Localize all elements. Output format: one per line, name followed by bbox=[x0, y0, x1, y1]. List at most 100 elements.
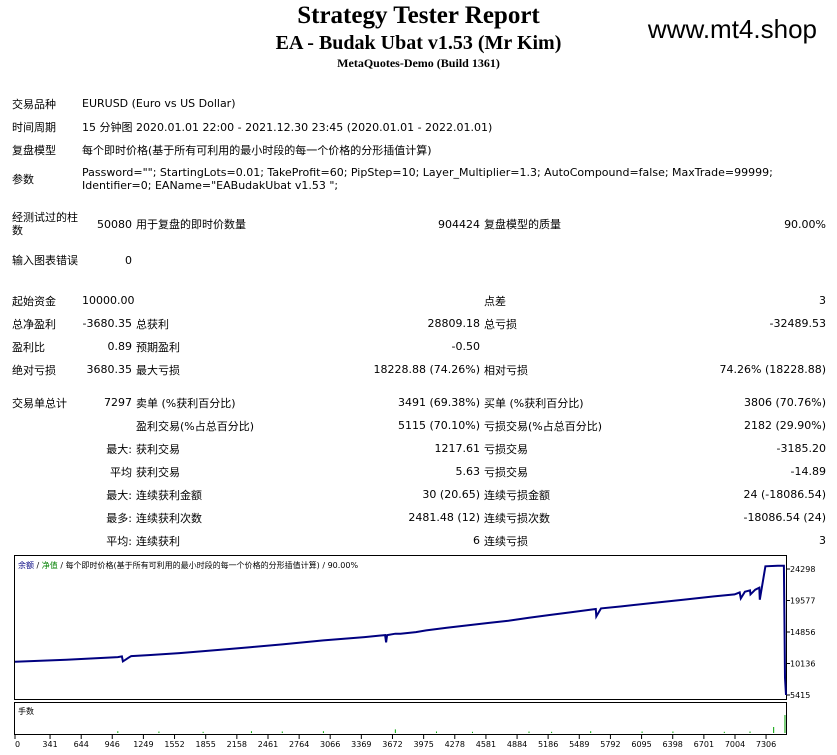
x-tick-label: 3066 bbox=[320, 740, 340, 749]
pf-row: 盈利比 0.89 预期盈利 -0.50 bbox=[10, 335, 828, 358]
y-tick-label: 5415 bbox=[790, 691, 810, 700]
ticks-value: 904424 bbox=[438, 217, 480, 231]
site-watermark[interactable]: www.mt4.shop bbox=[647, 14, 817, 44]
trade-detail-label-2: 连续亏损次数 bbox=[484, 511, 550, 525]
report-title: Strategy Tester Report bbox=[297, 2, 540, 29]
net-value: -3680.35 bbox=[82, 317, 132, 330]
trade-detail-value-1: 6 bbox=[473, 534, 480, 547]
model-label: 复盘模型 bbox=[12, 143, 56, 157]
caption-equity: 净值 bbox=[42, 560, 58, 570]
trade-detail-prefix: 最大: bbox=[106, 488, 132, 502]
trade-detail-label-2: 亏损交易 bbox=[484, 465, 528, 479]
x-tick-label: 6095 bbox=[631, 740, 651, 749]
caption-rest: / 每个即时价格(基于所有可利用的最小时段的每一个价格的分形插值计算) / 90… bbox=[58, 560, 359, 570]
trade-detail-label-1: 获利交易 bbox=[136, 465, 180, 479]
trade-detail-value-1: 30 (20.65) bbox=[422, 488, 480, 501]
trade-detail-label-1: 获利交易 bbox=[136, 442, 180, 456]
trade-detail-row: 最多: 连续获利次数 2481.48 (12) 连续亏损次数 -18086.54… bbox=[10, 506, 828, 529]
x-tick-label: 6701 bbox=[694, 740, 714, 749]
chart-plot-border bbox=[14, 555, 787, 700]
x-tick-label: 2158 bbox=[227, 740, 247, 749]
net-label: 总净盈利 bbox=[12, 317, 56, 331]
trade-detail-value-2: 3 bbox=[819, 534, 827, 547]
y-tick-label: 10136 bbox=[790, 660, 815, 669]
trades-total-label: 交易单总计 bbox=[12, 396, 67, 410]
params-value: Password=""; StartingLots=0.01; TakeProf… bbox=[80, 161, 828, 197]
volume-panel-border bbox=[14, 702, 787, 735]
x-tick-label: 7306 bbox=[756, 740, 776, 749]
volume-label: 手数 bbox=[18, 706, 34, 716]
x-tick-label: 5489 bbox=[569, 740, 589, 749]
win-label: 盈利交易(%占总百分比) bbox=[136, 419, 255, 433]
payoff-value: -0.50 bbox=[451, 340, 480, 353]
errors-value: 0 bbox=[125, 253, 132, 267]
trades-total-value: 7297 bbox=[104, 396, 132, 409]
spread-value: 3 bbox=[819, 294, 827, 307]
deposit-row: 起始资金 10000.00 点差 3 bbox=[10, 289, 828, 312]
gross-profit-label: 总获利 bbox=[136, 317, 169, 331]
trade-detail-row: 平均: 连续获利 6 连续亏损 3 bbox=[10, 529, 828, 552]
quality-label: 复盘模型的质量 bbox=[484, 218, 561, 231]
symbol-value: EURUSD (Euro vs US Dollar) bbox=[82, 97, 236, 110]
report-build: MetaQuotes-Demo (Build 1361) bbox=[337, 56, 500, 70]
gross-loss-value: -32489.53 bbox=[769, 317, 827, 330]
x-tick-label: 2764 bbox=[289, 740, 309, 749]
period-label: 时间周期 bbox=[12, 120, 56, 134]
trade-detail-value-1: 2481.48 (12) bbox=[408, 511, 480, 524]
max-dd-label: 最大亏损 bbox=[136, 363, 180, 377]
x-tick-label: 1855 bbox=[196, 740, 216, 749]
deposit-label: 起始资金 bbox=[12, 294, 56, 308]
short-value: 3491 (69.38%) bbox=[397, 396, 480, 409]
bars-row: 经测试过的柱数 50080 用于复盘的即时价数量 904424 复盘模型的质量 … bbox=[10, 207, 828, 241]
win-loss-row: 盈利交易(%占总百分比) 5115 (70.10%) 亏损交易(%占总百分比) … bbox=[10, 414, 828, 437]
x-tick-label: 1552 bbox=[164, 740, 184, 749]
params-line-1: Password=""; StartingLots=0.01; TakeProf… bbox=[82, 166, 773, 179]
trades-total-row: 交易单总计 7297 卖单 (%获利百分比) 3491 (69.38%) 买单 … bbox=[10, 391, 828, 414]
report-subtitle: EA - Budak Ubat v1.53 (Mr Kim) bbox=[275, 32, 562, 54]
rel-dd-label: 相对亏损 bbox=[484, 363, 528, 377]
bars-value: 50080 bbox=[97, 217, 132, 231]
x-tick-label: 6398 bbox=[663, 740, 683, 749]
trade-detail-prefix: 最大: bbox=[106, 442, 132, 456]
trade-detail-label-2: 连续亏损金额 bbox=[484, 488, 550, 502]
symbol-label: 交易品种 bbox=[12, 97, 56, 111]
x-tick-label: 1249 bbox=[133, 740, 153, 749]
x-tick-label: 2461 bbox=[258, 740, 278, 749]
y-tick-label: 14856 bbox=[790, 628, 815, 637]
x-tick-label: 3369 bbox=[351, 740, 371, 749]
trade-detail-prefix: 平均 bbox=[110, 465, 132, 479]
long-value: 3806 (70.76%) bbox=[743, 396, 827, 409]
x-tick-label: 5792 bbox=[600, 740, 620, 749]
chart-caption: 余额 / 净值 / 每个即时价格(基于所有可利用的最小时段的每一个价格的分形插值… bbox=[18, 560, 358, 570]
payoff-label: 预期盈利 bbox=[136, 340, 180, 354]
balance-chart: 余额 / 净值 / 每个即时价格(基于所有可利用的最小时段的每一个价格的分形插值… bbox=[14, 555, 815, 749]
trade-detail-value-2: -3185.20 bbox=[776, 442, 827, 455]
trade-detail-label-2: 连续亏损 bbox=[484, 534, 528, 548]
trade-detail-row: 最大: 获利交易 1217.61 亏损交易 -3185.20 bbox=[10, 437, 828, 460]
period-value: 15 分钟图 2020.01.01 22:00 - 2021.12.30 23:… bbox=[82, 120, 493, 134]
win-value: 5115 (70.10%) bbox=[397, 419, 480, 432]
abs-dd-label: 绝对亏损 bbox=[12, 363, 56, 377]
pf-value: 0.89 bbox=[107, 340, 133, 353]
long-label: 买单 (%获利百分比) bbox=[484, 396, 584, 410]
errors-row: 输入图表错误 0 bbox=[10, 241, 828, 279]
x-tick-label: 7004 bbox=[725, 740, 745, 749]
trade-detail-label-1: 连续获利金额 bbox=[136, 488, 202, 502]
balance-series-line bbox=[14, 564, 787, 696]
period-row: 时间周期 15 分钟图 2020.01.01 22:00 - 2021.12.3… bbox=[10, 115, 828, 138]
symbol-row: 交易品种 EURUSD (Euro vs US Dollar) bbox=[10, 92, 828, 115]
trade-detail-prefix: 平均: bbox=[106, 534, 132, 548]
loss-label: 亏损交易(%占总百分比) bbox=[484, 419, 603, 433]
ticks-label: 用于复盘的即时价数量 bbox=[136, 218, 246, 231]
trade-detail-row: 最大: 连续获利金额 30 (20.65) 连续亏损金额 24 (-18086.… bbox=[10, 483, 828, 506]
trade-detail-label-2: 亏损交易 bbox=[484, 442, 528, 456]
loss-value: 2182 (29.90%) bbox=[743, 419, 827, 432]
abs-dd-value: 3680.35 bbox=[86, 363, 133, 376]
gross-loss-label: 总亏损 bbox=[484, 317, 517, 331]
x-tick-label: 644 bbox=[74, 740, 89, 749]
trade-detail-label-1: 连续获利 bbox=[136, 534, 180, 548]
params-row: 参数 Password=""; StartingLots=0.01; TakeP… bbox=[10, 161, 828, 197]
quality-value: 90.00% bbox=[784, 217, 827, 231]
spread-label: 点差 bbox=[484, 294, 506, 308]
trade-detail-value-2: 24 (-18086.54) bbox=[743, 488, 827, 501]
